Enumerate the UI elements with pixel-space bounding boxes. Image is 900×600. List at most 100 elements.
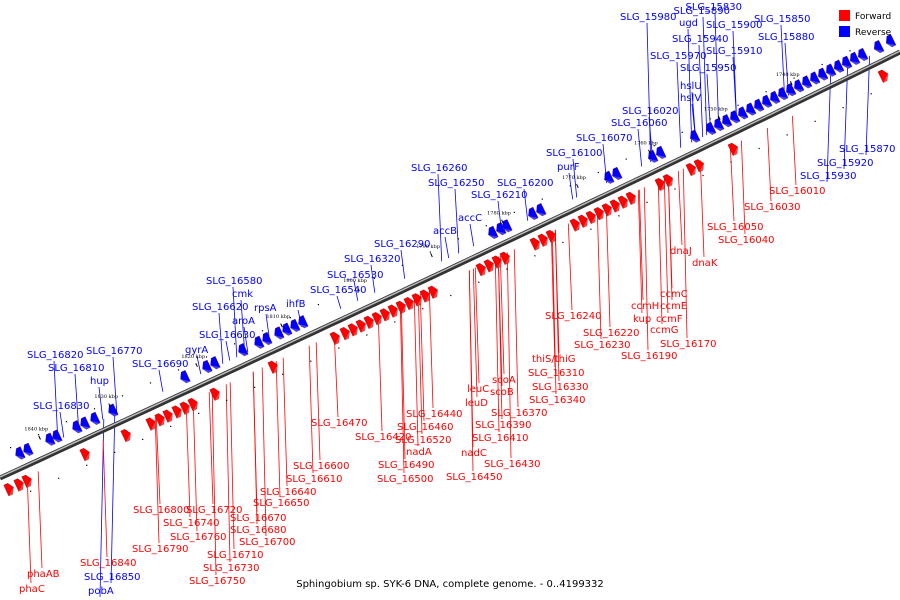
forward-label: SLG_16500 — [377, 474, 433, 485]
forward-gene — [685, 163, 696, 177]
scale-tick-label: 1790 kbp — [416, 244, 440, 250]
reverse-leader-line — [59, 411, 65, 438]
reverse-leader-line — [732, 56, 737, 121]
forward-label: SLG_16030 — [744, 202, 800, 213]
forward-gene — [379, 308, 390, 322]
scale-tick-mark — [789, 81, 793, 86]
reverse-gene — [690, 129, 701, 143]
scale-ticks: 1840 kbp 1830 kbp 1820 kbp 1810 kbp 1800 kbp… — [10, 50, 872, 492]
forward-gene — [877, 69, 888, 83]
minor-tick-dot — [226, 399, 228, 401]
forward-leader-line — [551, 231, 557, 395]
reverse-leader-line — [702, 16, 708, 136]
reverse-gene — [612, 166, 623, 180]
reverse-label: SLG_16830 — [33, 401, 89, 412]
minor-tick-dot — [205, 356, 208, 358]
minor-tick-dot — [10, 447, 12, 449]
forward-leader-line — [428, 289, 434, 409]
minor-tick-dot — [170, 425, 172, 427]
minor-tick-dot — [541, 198, 543, 200]
forward-leader-line — [155, 416, 161, 505]
forward-label: SLG_16790 — [132, 544, 188, 555]
forward-gene-shade — [488, 263, 494, 273]
minor-tick-dot — [702, 174, 704, 177]
minor-tick-dot — [597, 171, 599, 174]
reverse-label: SLG_16070 — [576, 133, 632, 144]
forward-leader-line — [792, 115, 797, 186]
reverse-leader-line — [676, 61, 682, 148]
reverse-label: gyrA — [185, 345, 208, 356]
reverse-gene — [90, 411, 101, 425]
minor-tick-dot — [345, 290, 347, 293]
reverse-gene — [648, 149, 659, 163]
reverse-label: SLG_16250 — [428, 178, 484, 189]
minor-tick-dot — [422, 308, 424, 310]
reverse-leader-line — [218, 312, 224, 364]
reverse-label: SLG_16620 — [192, 302, 248, 313]
reverse-gene-shade — [770, 99, 781, 104]
forward-leader-line — [282, 357, 288, 487]
reverse-label: cmk — [232, 289, 253, 300]
reverse-leader-line — [53, 360, 59, 441]
forward-leader-line — [413, 296, 419, 447]
forward-leader-line — [663, 177, 669, 314]
reverse-label: SLG_16690 — [132, 359, 188, 370]
reverse-gene-shade — [502, 228, 513, 233]
reverse-label: purF — [557, 162, 580, 173]
forward-gene — [411, 293, 422, 307]
forward-gene-shade — [167, 413, 173, 423]
forward-gene — [179, 401, 190, 415]
forward-leader-line — [513, 249, 519, 408]
forward-leader-line — [399, 302, 405, 474]
forward-leader-line — [729, 145, 735, 222]
forward-label: SLG_16730 — [203, 563, 259, 574]
forward-gene-shade — [615, 203, 620, 213]
forward-leader-line — [377, 313, 383, 432]
reverse-gene-shade — [298, 324, 309, 329]
reverse-gene-shade — [754, 107, 765, 112]
reverse-gene-shade — [858, 57, 869, 61]
forward-gene — [537, 233, 548, 247]
forward-label: SLG_16410 — [472, 433, 528, 444]
minor-tick-dot — [254, 386, 256, 388]
reverse-leader-line — [646, 22, 652, 163]
reverse-gene — [706, 121, 717, 135]
forward-leader-line — [154, 417, 160, 544]
reverse-gene — [604, 170, 615, 184]
minor-tick-dot — [289, 317, 291, 319]
reverse-leader-line — [437, 173, 443, 262]
forward-leader-line — [554, 229, 560, 382]
reverse-gene — [282, 322, 293, 336]
minor-tick-dot — [737, 104, 739, 106]
forward-leader-line — [102, 441, 108, 558]
forward-label: nadA — [406, 447, 432, 458]
reverse-gene-shade — [23, 451, 34, 456]
scale-tick-mark — [717, 115, 721, 120]
reverse-label: SLG_16260 — [411, 163, 467, 174]
scale-tick-mark — [280, 323, 283, 328]
forward-label: SLG_16230 — [574, 340, 630, 351]
forward-label: SLG_16610 — [286, 474, 342, 485]
reverse-gene — [488, 225, 499, 239]
forward-label: SLG_16420 — [355, 432, 411, 443]
forward-label: SLG_16680 — [230, 525, 286, 536]
forward-gene-shade — [376, 316, 382, 325]
forward-label: SLG_16430 — [484, 459, 540, 470]
reverse-label: SLG_15970 — [650, 51, 706, 62]
minor-tick-dot — [317, 304, 319, 306]
gene-features — [3, 34, 897, 497]
reverse-gene — [794, 79, 805, 93]
forward-gene — [154, 413, 165, 427]
forward-leader-line — [229, 382, 235, 550]
forward-gene — [21, 474, 32, 488]
forward-gene — [499, 251, 510, 265]
forward-gene-shade — [192, 402, 198, 411]
reverse-gene-shade — [282, 331, 293, 336]
reverse-label: SLG_15890 — [674, 6, 730, 17]
scale-tick-mark — [357, 287, 360, 292]
minor-tick-dot — [86, 464, 88, 466]
minor-tick-dot — [653, 145, 655, 147]
forward-gene — [625, 191, 636, 205]
forward-leader-line — [638, 189, 644, 301]
